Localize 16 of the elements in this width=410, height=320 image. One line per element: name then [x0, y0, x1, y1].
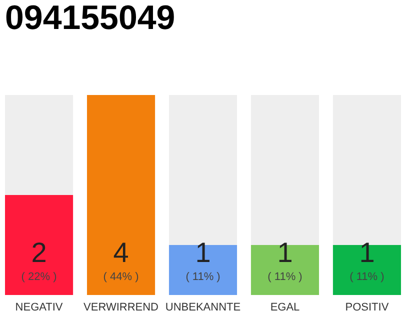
x-tick-label: POSITIV [345, 302, 390, 314]
data-label: 1 [359, 237, 375, 268]
data-label: 4 [113, 237, 129, 268]
x-tick-label: EGAL [270, 302, 300, 314]
annotation: ( 11% ) [186, 271, 220, 283]
x-tick-label: UNBEKANNTE [165, 302, 241, 314]
data-label: 2 [31, 237, 47, 268]
x-tick-label: VERWIRREND [84, 302, 159, 314]
data-label: 1 [195, 237, 211, 268]
annotation: ( 11% ) [350, 271, 384, 283]
annotation: ( 44% ) [103, 271, 139, 283]
annotation: ( 22% ) [21, 271, 57, 283]
x-tick-label: NEGATIV [15, 302, 64, 314]
data-label: 1 [277, 237, 293, 268]
chart-title: 094155049 [5, 0, 176, 37]
annotation: ( 11% ) [268, 271, 302, 283]
